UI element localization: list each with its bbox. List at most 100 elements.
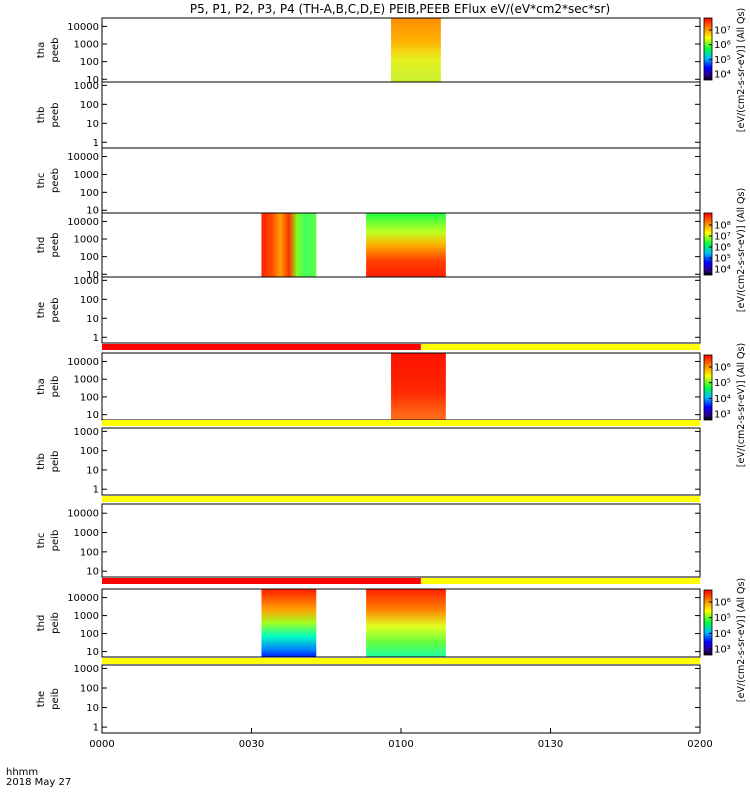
panel-the-peeb: 1000 100 10 1 the peeb (36, 276, 701, 344)
panel-probe-label: thc (36, 533, 47, 549)
panel-probe-label: thc (36, 173, 47, 189)
panel-species-label: peeb (50, 168, 61, 193)
flag-segment-yellow (420, 578, 700, 584)
panel-frame (101, 427, 701, 496)
colorbar: 10⁶ 10⁵ 10⁴ 10³ [eV/(cm2-s-sr-eV)] (All Qs) (703, 578, 747, 702)
x-tick-label: 0100 (388, 739, 413, 750)
y-tick-label: 100 (80, 684, 99, 695)
x-tick-label: 0000 (89, 739, 114, 750)
y-tick-label: 1000 (74, 81, 99, 92)
y-tick-label: 10000 (67, 22, 99, 33)
flag-bar (102, 420, 700, 426)
y-tick-label: 1 (93, 723, 99, 734)
figure-title: P5, P1, P2, P3, P4 (TH-A,B,C,D,E) PEIB,P… (190, 2, 610, 16)
colorbar-tick-label: 10⁴ (714, 70, 731, 81)
panel-the-peib: 1000 100 10 1 the peib (36, 664, 701, 734)
time-axis-date: 2018 May 27 (6, 777, 71, 788)
colorbar-label: [eV/(cm2-s-sr-eV)] (All Qs) (736, 188, 747, 312)
y-tick-label: 10000 (67, 593, 99, 604)
y-tick-label: 100 (80, 446, 99, 457)
colorbar-tick-label: 10⁵ (714, 55, 731, 66)
y-tick-label: 1000 (74, 170, 99, 181)
y-tick-label: 1000 (74, 611, 99, 622)
colorbar-tick-label: 10⁷ (714, 232, 731, 243)
panel-background (102, 82, 700, 148)
colorbar-strip (703, 354, 713, 421)
flag-segment-red (102, 344, 421, 350)
colorbar-strip (703, 212, 713, 276)
y-tick-label: 10000 (67, 509, 99, 520)
y-tick-label: 10 (86, 119, 99, 130)
colorbar-tick-label: 10⁶ (714, 40, 731, 51)
colorbar-tick-label: 10⁴ (714, 394, 731, 405)
y-tick-label: 100 (80, 188, 99, 199)
panel-probe-label: thd (36, 237, 47, 254)
y-tick-label: 10000 (67, 357, 99, 368)
y-tick-label: 10 (86, 75, 99, 86)
panel-probe-label: thd (36, 615, 47, 632)
panel-species-label: peib (50, 612, 61, 634)
flag-bar (102, 344, 700, 350)
panel-species-label: peeb (50, 103, 61, 128)
colorbar-tick-label: 10⁶ (714, 243, 731, 254)
panel-probe-label: the (36, 302, 47, 318)
colorbar-tick-label: 10⁵ (714, 378, 731, 389)
colorbar-tick-label: 10⁶ (714, 598, 731, 609)
y-tick-label: 1000 (74, 664, 99, 675)
panel-species-label: peeb (50, 233, 61, 258)
x-tick-label: 0130 (538, 739, 563, 750)
colorbar: 10⁶ 10⁵ 10⁴ 10³ [eV/(cm2-s-sr-eV)] (All Qs) (703, 343, 747, 467)
colorbar-tick-label: 10⁴ (714, 265, 731, 276)
spectrogram-block (261, 589, 317, 657)
spectrogram-block (391, 18, 441, 82)
flag-segment-yellow (102, 658, 700, 664)
panel-species-label: peeb (50, 38, 61, 63)
y-tick-label: 10000 (67, 217, 99, 228)
spectrogram-block (261, 213, 317, 277)
panel-probe-label: thb (36, 453, 47, 470)
panel-frame (101, 276, 701, 344)
y-tick-label: 100 (80, 629, 99, 640)
panel-tha-peib: 10000 1000 100 10 tha peib (36, 352, 701, 421)
colorbar-tick-label: 10⁵ (714, 254, 731, 265)
panel-frame (101, 588, 701, 658)
flag-segment-yellow (420, 344, 700, 350)
panel-species-label: peib (50, 376, 61, 398)
panel-thc-peeb: 10000 1000 100 10 thc peeb (36, 147, 701, 217)
colorbar-tick-label: 10⁶ (714, 363, 731, 374)
spectrogram-block (391, 353, 446, 420)
y-tick-label: 100 (80, 100, 99, 111)
flag-segment-red (102, 578, 421, 584)
y-tick-label: 1000 (74, 528, 99, 539)
y-tick-label: 100 (80, 392, 99, 403)
x-tick-label: 0030 (239, 739, 264, 750)
colorbar-tick-label: 10⁴ (714, 629, 731, 640)
panel-thc-peib: 10000 1000 100 10 thc peib (36, 503, 701, 578)
panel-species-label: peib (50, 451, 61, 473)
panel-probe-label: thb (36, 107, 47, 124)
colorbar-label: [eV/(cm2-s-sr-eV)] (All Qs) (736, 343, 747, 467)
y-tick-label: 1 (93, 138, 99, 149)
panel-background (102, 665, 700, 733)
colorbar-tick-label: 10⁷ (714, 26, 731, 37)
panel-probe-label: the (36, 691, 47, 707)
y-tick-label: 100 (80, 252, 99, 263)
colorbar-label: [eV/(cm2-s-sr-eV)] (All Qs) (736, 578, 747, 702)
flag-segment-yellow (102, 496, 700, 502)
flag-bar (102, 578, 700, 584)
panel-probe-label: tha (36, 42, 47, 58)
y-tick-label: 100 (80, 57, 99, 68)
panel-thd-peib: 10000 1000 100 10 thd peib (36, 588, 701, 658)
y-tick-label: 1000 (74, 235, 99, 246)
y-tick-label: 10000 (67, 152, 99, 163)
panel-species-label: peib (50, 530, 61, 552)
panel-thb-peib: 1000 100 10 1 thb peib (36, 427, 701, 496)
y-tick-label: 1000 (74, 375, 99, 386)
colorbar-tick-label: 10⁵ (714, 613, 731, 624)
panel-species-label: peib (50, 688, 61, 710)
y-tick-label: 1 (93, 333, 99, 344)
panel-tha-peeb: 10000 1000 100 10 tha peeb (36, 17, 701, 86)
y-tick-label: 1 (93, 485, 99, 496)
panel-thb-peeb: 1000 100 10 1 thb peeb (36, 81, 701, 149)
